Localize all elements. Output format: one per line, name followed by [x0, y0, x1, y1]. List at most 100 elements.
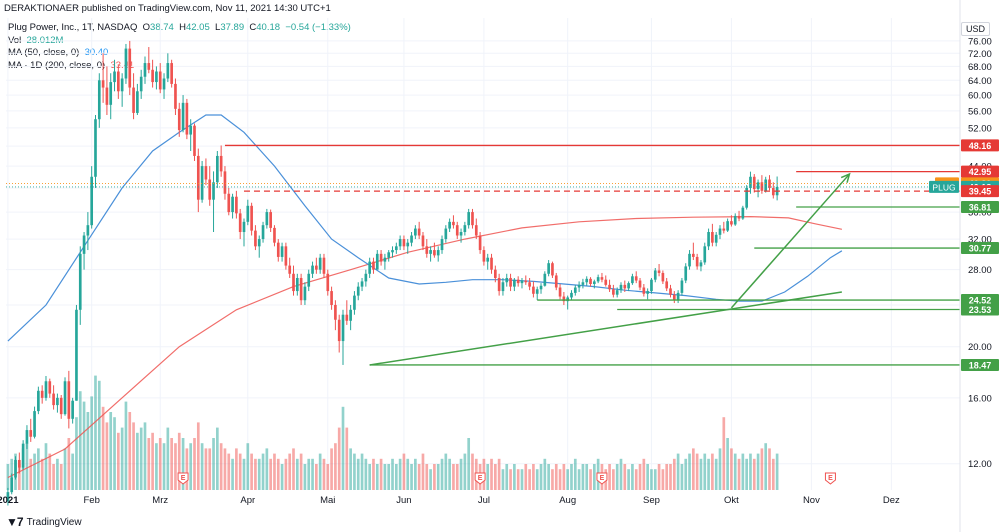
candle-body — [474, 225, 478, 236]
candle-body — [124, 48, 128, 79]
volume-bar — [551, 469, 554, 490]
price-label-support: 36.81 — [961, 200, 999, 213]
volume-bar — [246, 443, 250, 490]
candle-body — [105, 87, 109, 105]
candle-body — [627, 283, 630, 289]
volume-bar — [764, 443, 768, 490]
volume-bar — [193, 438, 196, 490]
volume-bar — [59, 464, 63, 490]
volume-bar — [185, 448, 189, 490]
candle-body — [482, 250, 486, 262]
volume-bar — [284, 458, 288, 490]
volume-bar — [29, 458, 33, 490]
volume-bar — [433, 464, 436, 490]
price-label-value: 39.45 — [969, 187, 992, 197]
candle-body — [558, 287, 562, 297]
candle-body — [505, 277, 509, 283]
volume-bar — [40, 458, 44, 490]
candle-body — [478, 235, 482, 251]
candle-body — [657, 270, 661, 273]
candle-body — [337, 319, 341, 342]
volume-bar — [760, 448, 764, 490]
candle-body — [345, 314, 349, 321]
candle-body — [56, 397, 59, 406]
candle-body — [684, 266, 688, 281]
candle-body — [185, 102, 189, 135]
candle-body — [631, 276, 634, 284]
volume-bar — [539, 464, 543, 490]
candle-body — [181, 102, 185, 131]
volume-bar — [387, 464, 391, 490]
volume-bar — [360, 453, 364, 490]
volume-bar — [627, 469, 630, 490]
candle-body — [730, 221, 733, 225]
legend-volume-row[interactable]: Vol 28.012M — [8, 35, 351, 48]
volume-bar — [417, 464, 421, 490]
volume-bar — [676, 453, 680, 490]
candle-body — [410, 235, 413, 243]
legend-high-label: H — [179, 22, 186, 33]
volume-bar — [117, 432, 120, 490]
volume-bar — [455, 464, 459, 490]
volume-bar — [288, 453, 292, 490]
candle-body — [680, 280, 684, 293]
volume-bar — [158, 438, 162, 490]
volume-bar — [124, 401, 128, 490]
legend-ma50-row[interactable]: MA (50, close, 0) 30.40 — [8, 47, 351, 60]
candle-body — [219, 155, 223, 172]
y-tick-label: 20.00 — [968, 342, 992, 353]
currency-button[interactable]: USD — [960, 22, 990, 36]
candle-body — [596, 277, 600, 282]
candle-body — [147, 63, 151, 70]
volume-bar — [269, 458, 272, 490]
candle-body — [741, 207, 745, 219]
price-label-resistance: 39.45 — [961, 185, 999, 198]
ma200-line — [7, 215, 843, 479]
candle-body — [467, 212, 471, 226]
volume-bar — [105, 422, 109, 490]
candle-body — [196, 155, 200, 200]
volume-bar — [661, 469, 665, 490]
volume-bar — [82, 401, 86, 490]
price-label-support: 30.77 — [961, 242, 999, 255]
candle-body — [132, 87, 135, 113]
ma200-path — [7, 215, 843, 479]
volume-bar — [493, 464, 497, 490]
candle-body — [543, 273, 547, 286]
candle-body — [452, 221, 455, 226]
trend-arrow-head — [840, 172, 851, 183]
candle-body — [752, 176, 756, 190]
candle-body — [63, 381, 67, 415]
ma50-path — [7, 114, 843, 342]
volume-bar — [330, 448, 333, 490]
y-tick-label: 76.00 — [968, 36, 992, 47]
tradingview-logo[interactable]: ▼7 TradingView — [6, 515, 82, 529]
candle-body — [634, 276, 638, 281]
volume-bar — [684, 458, 688, 490]
candle-body — [433, 250, 436, 256]
candle-body — [501, 282, 505, 292]
volume-bar — [703, 453, 707, 490]
candle-body — [577, 284, 581, 288]
candle-body — [372, 261, 375, 270]
earnings-marker-label: E — [828, 475, 833, 482]
volume-bar — [737, 458, 741, 490]
earnings-marker — [596, 472, 608, 485]
legend-ma200-row[interactable]: MA · 1D (200, close, 0) 33.41 — [8, 60, 351, 73]
candle-body — [128, 48, 132, 88]
price-label-box — [961, 165, 999, 178]
candle-body — [269, 212, 272, 228]
price-label-value: 36.81 — [969, 202, 992, 212]
volume-bar — [63, 448, 67, 490]
y-tick-label: 16.00 — [968, 393, 992, 404]
volume-bar — [745, 458, 748, 490]
volume-bar — [535, 469, 539, 490]
volume-bar — [391, 458, 394, 490]
candle-body — [612, 289, 615, 295]
candle-body — [455, 225, 459, 236]
legend-close-value: 40.18 — [256, 22, 281, 33]
volume-bar — [497, 458, 501, 490]
volume-bar — [299, 453, 303, 490]
legend-symbol[interactable]: Plug Power, Inc., 1T, NASDAQ — [8, 22, 138, 33]
